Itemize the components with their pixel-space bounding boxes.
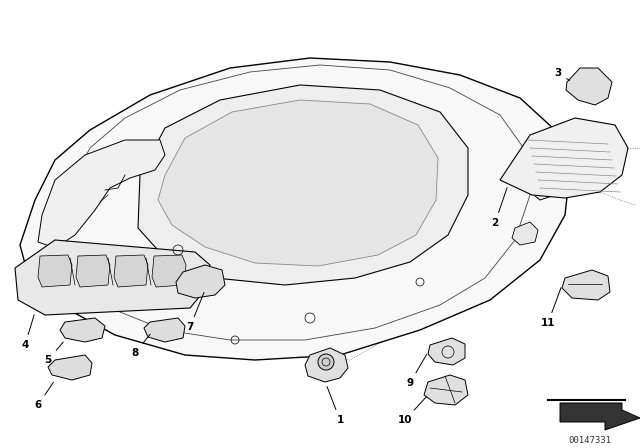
Text: 2: 2 <box>492 188 507 228</box>
Text: 3: 3 <box>554 68 570 81</box>
Polygon shape <box>560 403 640 430</box>
Polygon shape <box>158 100 438 266</box>
Polygon shape <box>138 85 468 285</box>
Text: 11: 11 <box>541 288 561 328</box>
Polygon shape <box>500 118 628 198</box>
Text: 7: 7 <box>186 293 204 332</box>
Polygon shape <box>562 270 610 300</box>
Polygon shape <box>144 318 185 342</box>
Polygon shape <box>176 265 225 298</box>
Polygon shape <box>15 240 210 315</box>
Polygon shape <box>305 348 348 382</box>
Text: 5: 5 <box>44 342 63 365</box>
Polygon shape <box>528 145 568 200</box>
Text: 1: 1 <box>327 387 344 425</box>
Text: 10: 10 <box>397 397 426 425</box>
Polygon shape <box>38 255 72 287</box>
Polygon shape <box>38 140 165 248</box>
Polygon shape <box>76 255 110 287</box>
Text: 4: 4 <box>21 314 34 350</box>
Polygon shape <box>428 338 465 365</box>
Polygon shape <box>60 318 105 342</box>
Text: 8: 8 <box>131 334 150 358</box>
Polygon shape <box>114 255 148 287</box>
Polygon shape <box>566 68 612 105</box>
Polygon shape <box>152 255 186 287</box>
Polygon shape <box>512 222 538 245</box>
Text: 6: 6 <box>35 382 53 410</box>
Polygon shape <box>424 375 468 405</box>
Text: 00147331: 00147331 <box>568 435 611 444</box>
Polygon shape <box>20 58 570 360</box>
Circle shape <box>318 354 334 370</box>
Text: 9: 9 <box>406 354 427 388</box>
Polygon shape <box>48 355 92 380</box>
